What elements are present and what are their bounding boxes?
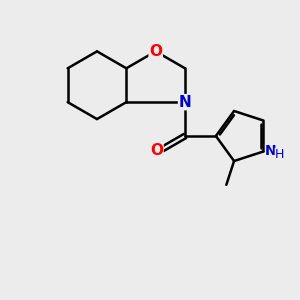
Text: O: O — [150, 143, 163, 158]
Text: N: N — [178, 95, 191, 110]
Text: N: N — [265, 144, 277, 158]
Text: H: H — [275, 148, 284, 161]
Text: O: O — [149, 44, 162, 59]
